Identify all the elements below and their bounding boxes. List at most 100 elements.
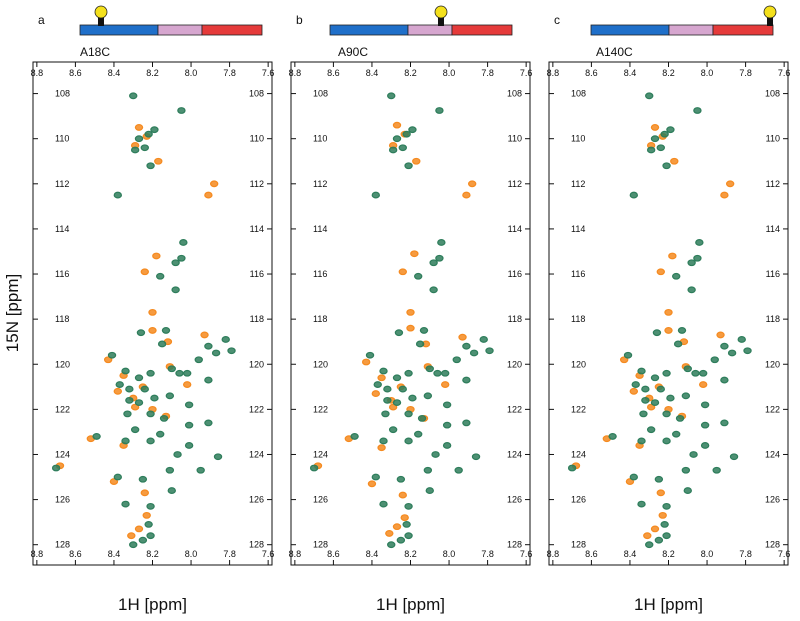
peak bbox=[213, 453, 223, 461]
peak bbox=[683, 365, 692, 373]
peak bbox=[388, 426, 398, 434]
y-tick-label: 118 bbox=[508, 314, 522, 324]
peak bbox=[123, 410, 132, 418]
peak bbox=[134, 399, 144, 406]
peak bbox=[383, 396, 392, 404]
y-tick-label: 112 bbox=[55, 179, 69, 189]
peak bbox=[377, 444, 386, 452]
peak bbox=[691, 369, 700, 377]
peak bbox=[660, 130, 669, 138]
peak bbox=[165, 392, 175, 400]
peak bbox=[637, 500, 646, 508]
plot-frame bbox=[548, 61, 789, 566]
x-tick-label: 8.8 bbox=[289, 68, 302, 78]
x-tick-label: 7.6 bbox=[778, 549, 791, 559]
peak bbox=[712, 466, 721, 474]
peak bbox=[167, 487, 176, 494]
peak bbox=[381, 410, 390, 418]
peak bbox=[687, 286, 696, 294]
peak bbox=[400, 514, 409, 522]
peak bbox=[672, 430, 681, 438]
x-tick-label: 8.8 bbox=[547, 68, 560, 78]
peak bbox=[404, 410, 413, 418]
peak bbox=[641, 396, 650, 404]
x-tick-label: 8.2 bbox=[146, 549, 159, 559]
peak bbox=[144, 130, 153, 138]
peak bbox=[433, 369, 442, 377]
peak bbox=[134, 374, 144, 382]
y-tick-label: 110 bbox=[55, 134, 69, 144]
peak bbox=[373, 381, 382, 388]
peak bbox=[130, 426, 140, 434]
y-tick-label: 118 bbox=[55, 314, 69, 324]
y-tick-label: 122 bbox=[765, 404, 780, 414]
y-axis-label: 15N [ppm] bbox=[3, 274, 22, 352]
peak bbox=[662, 532, 671, 540]
x-tick-label: 7.8 bbox=[223, 549, 236, 559]
y-tick-label: 110 bbox=[766, 134, 780, 144]
y-tick-label: 108 bbox=[249, 89, 264, 99]
y-tick-label: 124 bbox=[765, 449, 780, 459]
peak bbox=[204, 376, 213, 384]
peak bbox=[650, 135, 660, 143]
y-tick-label: 110 bbox=[250, 134, 264, 144]
peak bbox=[161, 327, 171, 334]
x-tick-label: 8.0 bbox=[701, 549, 714, 559]
peak bbox=[404, 437, 413, 445]
peak bbox=[629, 387, 639, 395]
peak bbox=[156, 272, 165, 280]
y-tick-label: 108 bbox=[55, 89, 70, 99]
peak bbox=[414, 430, 423, 438]
peak bbox=[404, 162, 413, 170]
peak bbox=[462, 342, 471, 350]
peak bbox=[394, 329, 404, 337]
peak bbox=[385, 530, 394, 537]
peak bbox=[200, 331, 209, 339]
peak bbox=[485, 347, 494, 355]
peak bbox=[146, 532, 155, 540]
peak bbox=[700, 442, 710, 449]
peak bbox=[371, 191, 381, 199]
y-tick-label: 128 bbox=[765, 540, 780, 550]
peak bbox=[440, 369, 450, 377]
x-tick-label: 8.2 bbox=[662, 549, 675, 559]
peak bbox=[700, 421, 710, 429]
peak bbox=[687, 259, 696, 267]
peak bbox=[650, 124, 660, 131]
x-tick-label: 8.0 bbox=[185, 549, 198, 559]
peak bbox=[371, 473, 381, 481]
y-tick-label: 112 bbox=[571, 179, 585, 189]
peak bbox=[408, 126, 417, 134]
peak bbox=[629, 191, 639, 199]
x-tick-label: 8.0 bbox=[443, 68, 456, 78]
x-tick-label: 8.0 bbox=[185, 68, 198, 78]
y-tick-label: 116 bbox=[571, 269, 585, 279]
peak bbox=[148, 308, 157, 316]
peak bbox=[668, 252, 677, 260]
peak bbox=[392, 523, 402, 531]
peak bbox=[666, 126, 675, 134]
peak bbox=[656, 144, 665, 152]
y-tick-label: 118 bbox=[766, 314, 780, 324]
panel-label: c bbox=[554, 13, 560, 27]
peak bbox=[462, 419, 471, 427]
peak bbox=[182, 369, 192, 377]
peak bbox=[639, 410, 648, 418]
x-tick-label: 8.8 bbox=[31, 68, 44, 78]
peak bbox=[154, 157, 163, 165]
peak bbox=[377, 374, 386, 382]
peak bbox=[121, 437, 130, 445]
peak bbox=[113, 387, 123, 395]
y-tick-label: 108 bbox=[571, 89, 586, 99]
construct-schematic bbox=[79, 5, 263, 36]
peak bbox=[398, 268, 407, 276]
y-tick-label: 124 bbox=[313, 449, 328, 459]
x-tick-label: 8.0 bbox=[701, 68, 714, 78]
peak bbox=[92, 433, 101, 440]
peak bbox=[683, 487, 692, 494]
x-axis-label: 1H [ppm] bbox=[118, 595, 187, 614]
peak bbox=[623, 351, 633, 359]
y-tick-label: 124 bbox=[55, 449, 70, 459]
peak bbox=[167, 365, 176, 373]
peak bbox=[693, 107, 702, 114]
